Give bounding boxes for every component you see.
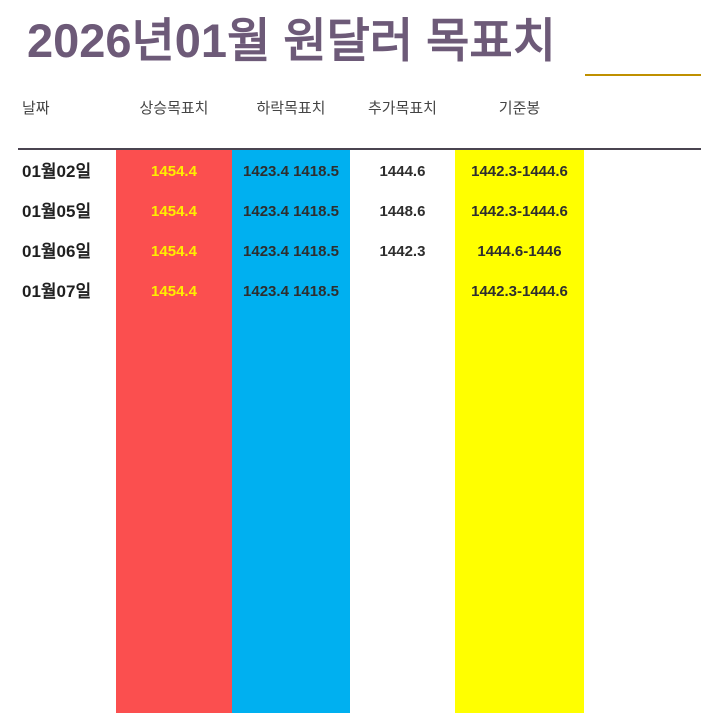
cell-date: 01월07일 [22,282,92,301]
cell-base-candle: 1442.3-1444.6 [471,203,568,220]
table-row: 01월06일 1454.4 1423.4 1418.5 1442.3 1444.… [0,232,701,272]
cell-date: 01월06일 [22,242,92,261]
cell-rise-target: 1454.4 [151,203,197,220]
cell-extra-target: 1444.6 [379,163,426,180]
cell-base-candle: 1444.6-1446 [477,243,562,260]
column-header-fall-target: 하락목표치 [256,100,326,117]
table-row: 01월05일 1454.4 1423.4 1418.5 1448.6 1442.… [0,192,701,232]
cell-fall-target: 1423.4 1418.5 [243,163,339,180]
cell-fall-target: 1423.4 1418.5 [243,203,339,220]
column-header-rise-target: 상승목표치 [139,100,209,117]
column-header-base-candle: 기준봉 [498,100,541,117]
header-separator-line [18,148,701,150]
fall-column-stripe [232,150,350,713]
cell-base-candle: 1442.3-1444.6 [471,283,568,300]
cell-fall-target: 1423.4 1418.5 [243,283,339,300]
cell-rise-target: 1454.4 [151,283,197,300]
cell-fall-target: 1423.4 1418.5 [243,243,339,260]
cell-extra-target: 1448.6 [379,203,426,220]
rise-column-stripe [116,150,232,713]
title-underline [585,74,701,76]
column-header-extra-target: 추가목표치 [367,100,437,117]
cell-date: 01월05일 [22,202,92,221]
page-title: 2026년01월 원달러 목표치 [27,14,556,67]
cell-rise-target: 1454.4 [151,163,197,180]
cell-rise-target: 1454.4 [151,243,197,260]
table-row: 01월07일 1454.4 1423.4 1418.5 1442.3-1444.… [0,272,701,312]
base-column-stripe [455,150,584,713]
column-header-date: 날짜 [22,100,50,117]
cell-extra-target: 1442.3 [379,243,426,260]
cell-base-candle: 1442.3-1444.6 [471,163,568,180]
cell-extra-target [350,272,455,312]
table-row: 01월02일 1454.4 1423.4 1418.5 1444.6 1442.… [0,152,701,192]
cell-date: 01월02일 [22,162,92,181]
